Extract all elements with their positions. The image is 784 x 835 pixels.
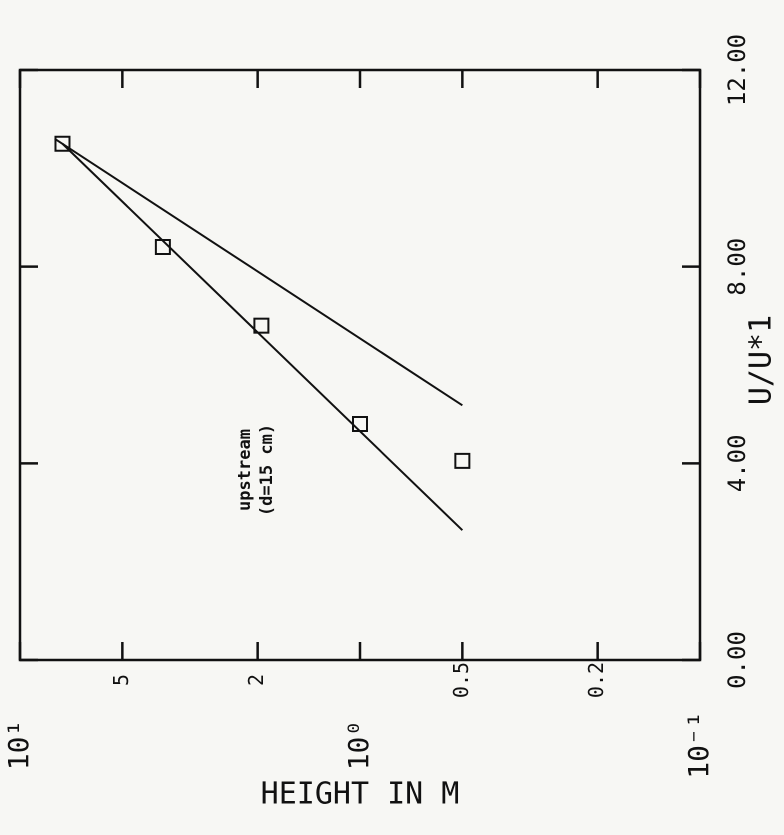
y-tick-label: 10¹ bbox=[2, 720, 35, 771]
data-point bbox=[352, 416, 368, 432]
y-tick-label: 0.2 bbox=[584, 662, 608, 698]
y-tick-label: 0.5 bbox=[449, 662, 473, 698]
annotation: upstream bbox=[235, 429, 255, 511]
x-axis-title: U/U*1 bbox=[744, 315, 779, 405]
data-point bbox=[253, 317, 270, 334]
fit-line bbox=[54, 137, 463, 407]
y-tick-label: 10⁻¹ bbox=[682, 711, 715, 778]
fit-line bbox=[61, 143, 464, 531]
x-tick-label: 8.00 bbox=[723, 238, 751, 296]
y-tick-label: 10⁰ bbox=[342, 720, 375, 771]
annotation: (d=15 cm) bbox=[257, 424, 277, 516]
data-point bbox=[54, 135, 71, 152]
y-tick-label: 5 bbox=[109, 674, 133, 686]
y-axis-title: HEIGHT IN M bbox=[261, 777, 460, 812]
x-tick-label: 0.00 bbox=[723, 631, 751, 689]
x-tick-label: 12.00 bbox=[723, 34, 751, 106]
data-point bbox=[454, 452, 471, 469]
plot-frame bbox=[18, 68, 702, 662]
y-tick-label: 2 bbox=[244, 674, 268, 686]
data-point bbox=[154, 239, 171, 255]
x-tick-label: 4.00 bbox=[723, 434, 751, 492]
